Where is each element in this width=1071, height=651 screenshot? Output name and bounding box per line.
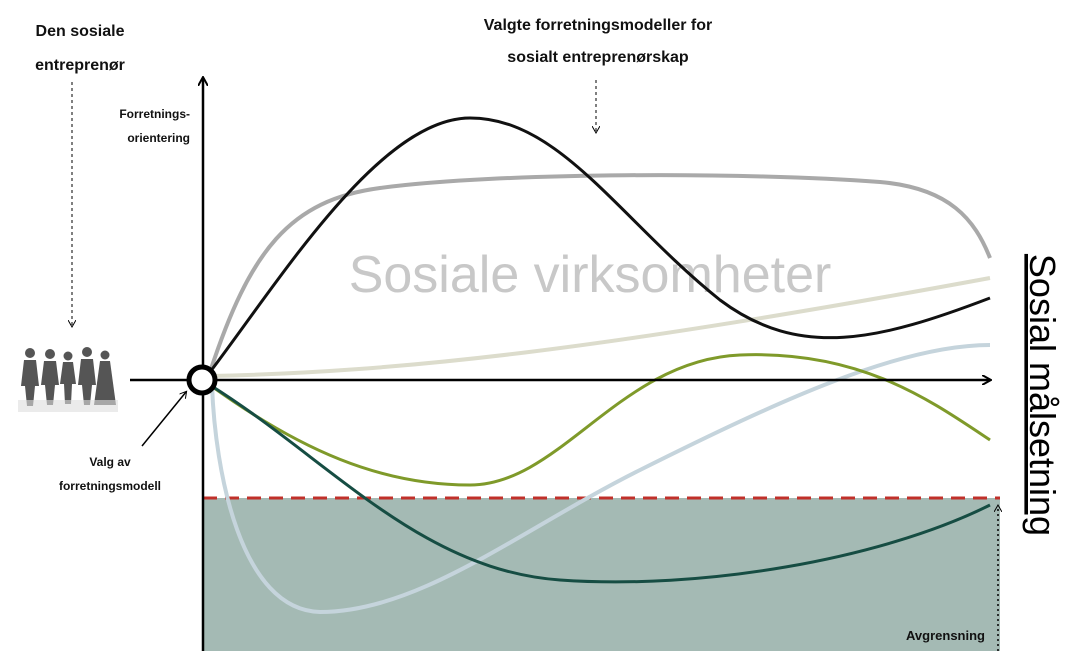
x-axis-label: Sosial målsetning xyxy=(1022,254,1063,536)
people-reflection xyxy=(18,400,118,412)
origin-label: Valg av xyxy=(89,455,131,469)
top-title: Valgte forretningsmodeller for xyxy=(484,17,712,34)
origin-label: forretningsmodell xyxy=(59,479,161,493)
top-title: sosialt entreprenørskap xyxy=(507,49,689,66)
left-title: entreprenør xyxy=(35,57,125,74)
origin-circle xyxy=(189,367,215,393)
boundary-label: Avgrensning xyxy=(906,628,985,643)
region-label: Sosiale virksomheter xyxy=(349,246,832,304)
boundary-area xyxy=(203,498,1000,651)
left-title: Den sosiale xyxy=(36,23,125,40)
y-axis-label: orientering xyxy=(127,131,190,145)
diagram: Sosiale virksomheter Avgrensning Den sos… xyxy=(0,0,1071,651)
y-axis-label: Forretnings- xyxy=(119,107,190,121)
